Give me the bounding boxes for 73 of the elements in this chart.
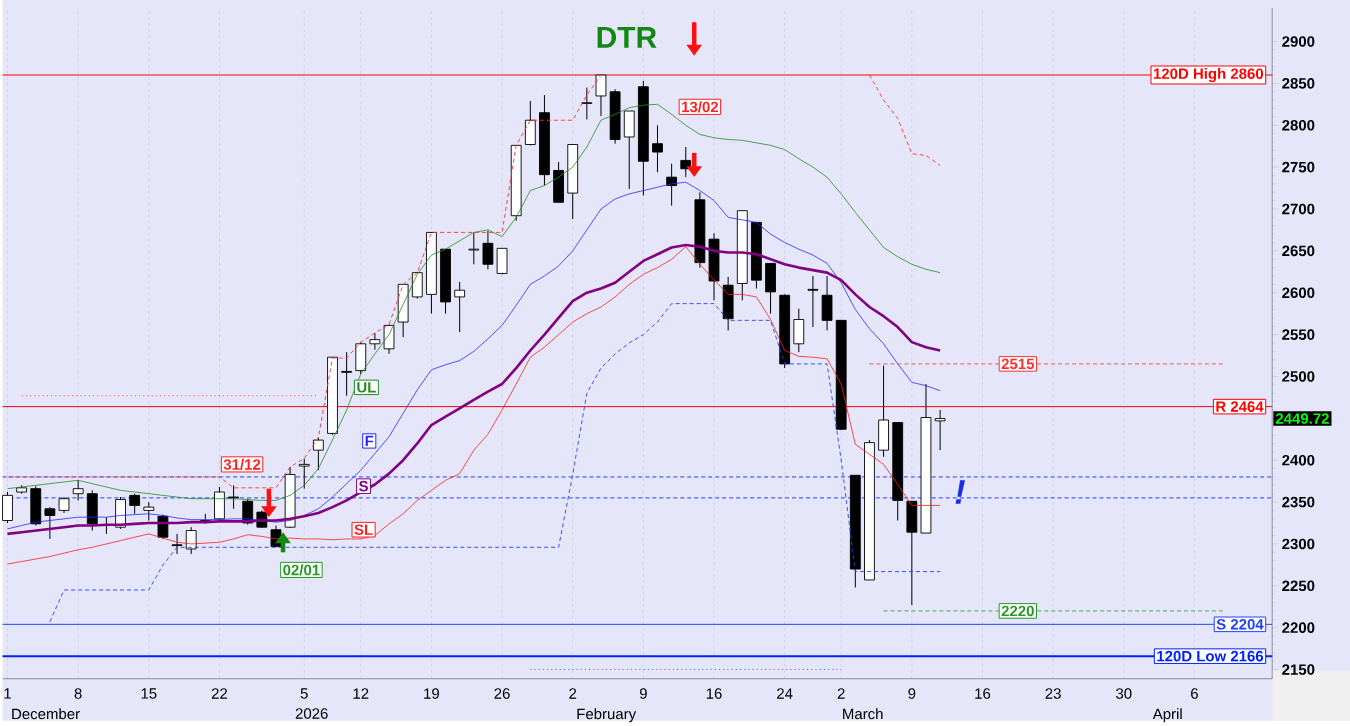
candlestick <box>482 230 494 271</box>
x-tick-label: 2 <box>837 688 845 699</box>
candlestick <box>454 281 466 333</box>
y-tick-label: 2300 <box>1282 538 1315 550</box>
series-label: UL <box>357 382 376 393</box>
candlestick <box>468 232 480 265</box>
candlestick <box>341 351 353 397</box>
x-tick-label: 24 <box>777 688 793 699</box>
candlestick <box>369 332 381 351</box>
candlestick <box>581 87 593 121</box>
x-tick-label: 12 <box>353 688 369 699</box>
y-tick-label: 2250 <box>1282 580 1315 592</box>
candlestick <box>143 501 155 522</box>
annotation: 02/01 <box>283 564 320 576</box>
candlestick <box>807 275 819 328</box>
x-tick-label: 6 <box>1191 688 1198 700</box>
x-tick-label: 9 <box>639 688 647 700</box>
y-tick-label: 2900 <box>1282 36 1315 48</box>
x-tick-label: 22 <box>211 688 228 699</box>
x-tick-label: 2 <box>569 688 577 699</box>
x-tick-label: 16 <box>706 688 722 700</box>
x-tick-label: 30 <box>1116 688 1132 700</box>
x-tick-label: 16 <box>975 688 991 700</box>
y-tick-label: 2400 <box>1282 455 1315 466</box>
ref-line-label: 120D High 2860 <box>1153 68 1264 83</box>
annotation: 13/02 <box>682 101 719 113</box>
candlestick <box>171 533 183 555</box>
series-label: F <box>365 436 374 447</box>
x-tick-label: 5 <box>300 688 308 699</box>
y-tick-label: 2200 <box>1282 622 1315 634</box>
text: February <box>577 708 637 723</box>
ref-line-label: S 2204 <box>1216 619 1264 630</box>
y-tick-label: 2700 <box>1282 203 1315 215</box>
annotation: DTR <box>597 27 657 48</box>
y-tick-label: 2600 <box>1282 287 1315 299</box>
ref-line-label: R 2464 <box>1216 401 1264 413</box>
x-tick-label: 26 <box>494 688 510 700</box>
candlestick <box>312 437 324 471</box>
y-tick-label: 2350 <box>1282 496 1315 508</box>
y-tick-label: 2650 <box>1282 245 1315 257</box>
series-label: SL <box>354 524 373 536</box>
text: December <box>12 708 80 720</box>
text: 2449.72 <box>1275 413 1329 425</box>
text: April <box>1152 708 1182 723</box>
candlestick <box>44 506 56 540</box>
candlestick <box>129 493 141 515</box>
y-tick-label: 2500 <box>1282 371 1315 382</box>
candlestick <box>595 74 607 117</box>
candlestick <box>934 409 946 451</box>
y-tick-label: 2850 <box>1282 78 1315 89</box>
candlestick <box>652 124 663 173</box>
y-tick-label: 2800 <box>1282 120 1315 131</box>
candlestick <box>298 458 310 490</box>
annotation: ! <box>955 480 965 504</box>
series-label: 2220 <box>1001 605 1034 617</box>
x-tick-label: 9 <box>908 688 916 700</box>
y-tick-label: 2150 <box>1282 664 1315 676</box>
x-tick-label: 1 <box>4 688 11 699</box>
ref-line-label: 120D Low 2166 <box>1157 651 1264 662</box>
candlestick <box>228 485 239 510</box>
text: March <box>843 708 883 720</box>
text: 2026 <box>295 708 328 720</box>
y-tick-label: 2550 <box>1282 329 1315 341</box>
x-tick-label: 19 <box>424 688 440 700</box>
candlestick <box>72 480 84 502</box>
candlestick <box>185 526 197 555</box>
series-label: 2515 <box>1001 358 1035 370</box>
x-tick-label: 23 <box>1045 688 1061 700</box>
x-tick-label: 8 <box>74 688 82 700</box>
y-tick-label: 2750 <box>1282 162 1315 173</box>
annotation: 31/12 <box>223 459 261 471</box>
x-tick-label: 15 <box>141 688 157 699</box>
series-label: S <box>359 481 368 492</box>
